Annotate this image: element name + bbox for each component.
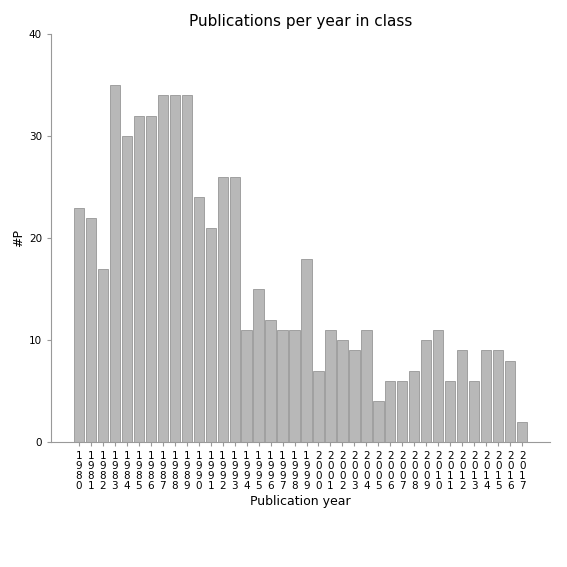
- Bar: [325, 330, 336, 442]
- Bar: [469, 381, 479, 442]
- Bar: [86, 218, 96, 442]
- Bar: [493, 350, 503, 442]
- Bar: [230, 177, 240, 442]
- Bar: [505, 361, 515, 442]
- Bar: [146, 116, 156, 442]
- Bar: [337, 340, 348, 442]
- Bar: [122, 136, 132, 442]
- Bar: [349, 350, 359, 442]
- Bar: [253, 289, 264, 442]
- Title: Publications per year in class: Publications per year in class: [189, 14, 412, 29]
- Bar: [421, 340, 431, 442]
- Bar: [386, 381, 396, 442]
- X-axis label: Publication year: Publication year: [250, 496, 351, 509]
- Bar: [457, 350, 467, 442]
- Bar: [302, 259, 312, 442]
- Bar: [181, 95, 192, 442]
- Bar: [218, 177, 228, 442]
- Bar: [314, 371, 324, 442]
- Bar: [517, 422, 527, 442]
- Bar: [193, 197, 204, 442]
- Bar: [98, 269, 108, 442]
- Y-axis label: #P: #P: [12, 229, 25, 247]
- Bar: [74, 208, 84, 442]
- Bar: [109, 85, 120, 442]
- Bar: [445, 381, 455, 442]
- Bar: [170, 95, 180, 442]
- Bar: [289, 330, 299, 442]
- Bar: [158, 95, 168, 442]
- Bar: [397, 381, 408, 442]
- Bar: [373, 401, 383, 442]
- Bar: [277, 330, 287, 442]
- Bar: [433, 330, 443, 442]
- Bar: [481, 350, 492, 442]
- Bar: [361, 330, 371, 442]
- Bar: [242, 330, 252, 442]
- Bar: [205, 228, 215, 442]
- Bar: [134, 116, 144, 442]
- Bar: [409, 371, 420, 442]
- Bar: [265, 320, 276, 442]
